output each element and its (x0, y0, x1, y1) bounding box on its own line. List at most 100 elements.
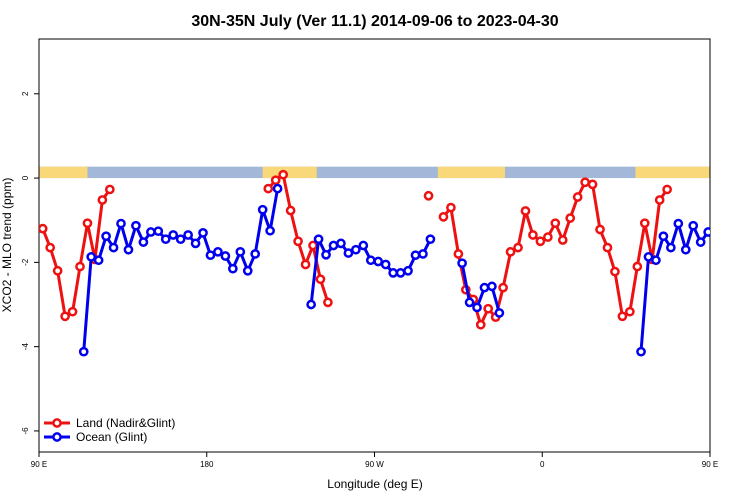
series-1-point-1-2 (321, 249, 331, 260)
series-1-point-2-0 (457, 258, 467, 269)
series-1-point-0-19 (220, 251, 231, 261)
series-1 (78, 183, 734, 357)
series-0-point-0-1 (45, 242, 56, 253)
series-1-point-0-5 (116, 218, 126, 229)
series-1-point-0-13 (175, 234, 186, 245)
series-0-point-3-2 (453, 249, 464, 259)
series-0-point-1-6 (308, 240, 318, 251)
chart-title: 30N-35N July (Ver 11.1) 2014-09-06 to 20… (191, 13, 558, 30)
series-1-point-1-9 (373, 256, 384, 267)
x-tick-label-0: 90 E (31, 460, 47, 469)
series-1-point-1-7 (358, 240, 369, 251)
x-tick-label-1: 180 (200, 460, 214, 469)
y-tick-label-2: -2 (21, 258, 30, 266)
series-0-point-3-27 (639, 218, 650, 229)
series-1-point-2-4 (487, 281, 497, 292)
series-1-point-0-4 (108, 242, 119, 253)
series-0-line-0 (41, 188, 112, 318)
series-0-point-1-2 (278, 169, 289, 180)
y-tick-label-1: 0 (21, 175, 30, 180)
series-0-point-3-29 (654, 195, 665, 205)
x-tick-label-4: 90 E (702, 460, 718, 469)
series-1-point-3-0 (636, 346, 646, 357)
strip-land-1 (262, 166, 317, 179)
series-1-point-0-15 (190, 238, 201, 249)
series-1-point-2-3 (479, 282, 490, 293)
strip-land-2 (437, 166, 505, 179)
series-0-point-1-4 (293, 236, 303, 247)
y-axis-label: XCO2 - MLO trend (ppm) (0, 178, 14, 313)
strip-land-0 (39, 166, 88, 179)
series-1-point-1-6 (351, 244, 361, 255)
y-tick-label-4: -6 (21, 427, 30, 435)
series-1-point-0-14 (183, 230, 193, 240)
series-0-point-3-25 (625, 306, 635, 317)
series-0-point-3-5 (475, 319, 486, 330)
series-0-point-3-20 (587, 179, 598, 190)
series-0 (39, 169, 672, 330)
series-0-point-2-0 (423, 190, 434, 201)
series-1-point-0-25 (265, 225, 275, 236)
series-1-point-2-5 (494, 308, 505, 318)
series-1-point-0-12 (168, 230, 179, 240)
series-0-point-1-5 (300, 259, 311, 270)
series-1-point-0-21 (235, 246, 246, 257)
series-1-point-0-0 (78, 346, 89, 357)
legend-land-marker (52, 418, 62, 428)
series-0-point-0-0 (39, 223, 48, 234)
series-1-point-3-11 (719, 236, 726, 243)
series-1-point-3-5 (673, 218, 684, 229)
y-tick-label-3: -4 (21, 343, 30, 351)
series-1-point-3-12 (727, 231, 734, 238)
series-1-point-3-7 (688, 220, 699, 231)
series-1-point-1-1 (313, 234, 324, 245)
series-0-point-0-6 (82, 218, 93, 229)
series-1-point-3-2 (651, 255, 661, 266)
strip-land-3 (635, 166, 710, 179)
series-1-point-0-3 (101, 231, 111, 242)
series-0-point-3-17 (565, 213, 576, 223)
series-1-point-2-1 (464, 297, 475, 308)
series-1-point-1-3 (328, 240, 339, 251)
series-1-point-1-14 (410, 250, 421, 261)
series-0-point-1-3 (285, 205, 296, 216)
series-1-point-0-7 (131, 220, 141, 231)
series-0-point-1-0 (263, 183, 274, 194)
series-1-point-0-23 (250, 249, 261, 259)
series-0-point-0-5 (75, 261, 85, 272)
series-1-point-3-3 (658, 231, 669, 242)
series-1-point-0-17 (205, 250, 216, 261)
series-0-point-3-21 (595, 224, 605, 235)
x-tick-label-3: 0 (540, 460, 545, 469)
series-1-point-1-5 (343, 248, 354, 258)
series-1-point-1-15 (418, 249, 428, 259)
series-1-point-0-11 (160, 234, 171, 245)
series-0-point-3-12 (528, 230, 538, 240)
series-1-point-0-16 (198, 228, 208, 238)
series-0-point-3-16 (557, 235, 568, 245)
axes: 90 E 180 90 W 0 90 E 2 0 -2 -4 -6 (21, 91, 718, 469)
series-0-point-0-8 (97, 195, 108, 205)
series-1-point-3-6 (680, 244, 691, 255)
series-1-point-0-10 (153, 226, 164, 237)
series-0-point-3-6 (483, 303, 494, 314)
series-1-point-0-20 (227, 263, 238, 274)
series-0-point-3-30 (662, 184, 672, 195)
series-1-point-0-8 (138, 237, 149, 247)
series-0-point-3-19 (580, 177, 590, 188)
series-1-point-1-16 (425, 234, 436, 245)
series-1-point-0-6 (123, 244, 134, 255)
series-0-point-0-2 (52, 265, 63, 276)
series-0-point-3-8 (498, 282, 508, 293)
series-0-point-3-24 (617, 311, 628, 322)
series-0-point-0-9 (104, 184, 115, 195)
series-0-point-3-1 (446, 202, 456, 213)
surface-strip (39, 166, 710, 179)
series-0-point-3-10 (513, 242, 523, 253)
series-1-point-1-11 (388, 268, 398, 278)
series-0-point-3-15 (550, 218, 561, 229)
series-1-point-0-24 (257, 204, 268, 215)
series-1-point-3-1 (643, 252, 654, 262)
